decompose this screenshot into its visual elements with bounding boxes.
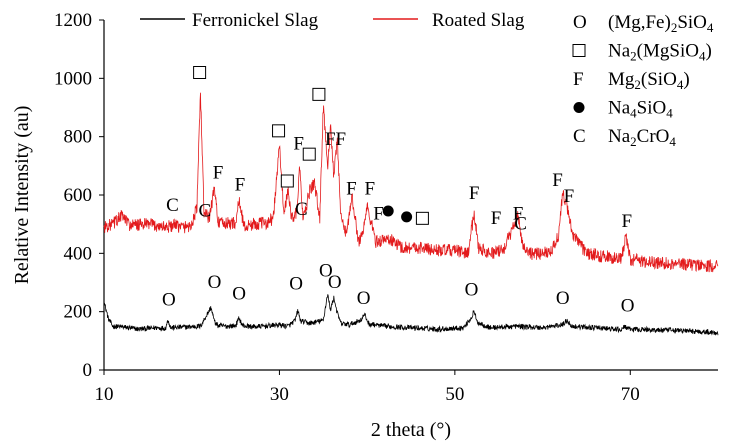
peak-label: C bbox=[295, 199, 308, 220]
x-axis-title: 2 theta (°) bbox=[371, 419, 451, 441]
peak-label: F bbox=[325, 129, 336, 150]
x-tick-label: 10 bbox=[95, 384, 114, 405]
phase-legend-formula: Na2(MgSiO4) bbox=[608, 41, 712, 64]
peak-label: F bbox=[364, 179, 375, 200]
phase-legend-symbol: F bbox=[573, 69, 584, 90]
phase-legend-square-icon bbox=[572, 44, 586, 57]
phase-legend-formula: Mg2(SiO4) bbox=[608, 69, 690, 92]
formula-text: ) bbox=[683, 69, 689, 90]
peak-label: F bbox=[346, 179, 357, 200]
peak-label: O bbox=[289, 274, 303, 295]
peak-label: F bbox=[564, 186, 575, 207]
peak-label: C bbox=[166, 195, 179, 216]
peak-label: C bbox=[514, 214, 527, 235]
y-axis-title: Relative Intensity (au) bbox=[11, 106, 33, 285]
series-line-ferronickel-slag bbox=[103, 294, 719, 336]
formula-text: Na bbox=[608, 41, 631, 62]
formula-subscript: 2 bbox=[671, 20, 678, 35]
formula-subscript: 4 bbox=[666, 106, 673, 121]
peak-label: F bbox=[621, 211, 632, 232]
x-tick-label: 70 bbox=[621, 384, 640, 405]
peak-label: F bbox=[373, 204, 384, 225]
peak-label: C bbox=[199, 201, 212, 222]
y-tick-label: 1000 bbox=[54, 68, 92, 89]
peak-label: O bbox=[319, 260, 333, 281]
phase-legend-symbol: C bbox=[573, 126, 586, 147]
y-tick-label: 200 bbox=[64, 302, 93, 323]
phase-legend-symbol: O bbox=[573, 12, 587, 33]
peak-label: O bbox=[328, 272, 342, 293]
peak-label: F bbox=[491, 208, 502, 229]
formula-text: Mg bbox=[608, 69, 635, 90]
peak-label: F bbox=[469, 183, 480, 204]
legend-label: Roated Slag bbox=[432, 10, 525, 31]
formula-subscript: 4 bbox=[707, 20, 714, 35]
x-axis: 10 30 50 70 bbox=[95, 369, 718, 405]
peak-label: O bbox=[162, 290, 176, 311]
peak-label: F bbox=[213, 163, 224, 184]
peak-label: F bbox=[336, 129, 347, 150]
peak-label: O bbox=[232, 284, 246, 305]
peak-label: F bbox=[513, 204, 524, 225]
formula-text: (Mg,Fe) bbox=[608, 12, 671, 33]
x-tick-label: 30 bbox=[270, 384, 289, 405]
phase-legend-formula: Na4SiO4 bbox=[608, 98, 673, 121]
formula-subscript: 2 bbox=[630, 134, 637, 149]
formula-subscript: 4 bbox=[669, 134, 676, 149]
formula-subscript: 2 bbox=[634, 77, 641, 92]
peak-marker-circle bbox=[401, 211, 413, 223]
formula-text: Na bbox=[608, 98, 631, 119]
peak-label: F bbox=[235, 174, 246, 195]
peak-marker-square bbox=[193, 66, 207, 79]
peak-marker-square bbox=[302, 147, 316, 161]
peak-label: O bbox=[357, 288, 371, 309]
peak-marker-square bbox=[312, 87, 326, 101]
peak-marker-square bbox=[280, 174, 294, 188]
peak-markers bbox=[193, 66, 429, 225]
peak-label: F bbox=[293, 134, 304, 155]
formula-text: CrO bbox=[637, 126, 670, 147]
peak-marker-square bbox=[272, 124, 286, 138]
formula-subscript: 4 bbox=[630, 106, 637, 121]
peak-marker-circle bbox=[382, 205, 394, 217]
formula-text: ) bbox=[705, 41, 711, 62]
peak-label: F bbox=[552, 170, 563, 191]
phase-legend-formula: Na2CrO4 bbox=[608, 126, 676, 149]
formula-text: (SiO bbox=[641, 69, 677, 90]
formula-text: SiO bbox=[637, 98, 667, 119]
y-tick-label: 600 bbox=[64, 185, 93, 206]
peak-label: O bbox=[556, 288, 570, 309]
y-tick-label: 0 bbox=[83, 360, 93, 381]
series-legend: Ferronickel Slag Roated Slag bbox=[140, 10, 525, 31]
formula-subscript: 4 bbox=[677, 77, 684, 92]
peak-label: O bbox=[208, 272, 222, 293]
phase-legend-formula: (Mg,Fe)2SiO4 bbox=[608, 12, 714, 35]
y-tick-label: 800 bbox=[64, 127, 93, 148]
series-line-roated-slag bbox=[103, 92, 719, 273]
y-axis: 0 200 400 600 800 1000 1200 bbox=[54, 10, 105, 381]
phase-legend-circle-icon bbox=[573, 102, 585, 113]
formula-text: (MgSiO bbox=[637, 41, 699, 62]
peak-label: O bbox=[621, 295, 635, 316]
y-tick-label: 1200 bbox=[54, 10, 92, 31]
peak-label: O bbox=[465, 279, 479, 300]
y-tick-label: 400 bbox=[64, 243, 93, 264]
peak-marker-square bbox=[415, 211, 429, 225]
formula-text: Na bbox=[608, 126, 631, 147]
legend-label: Ferronickel Slag bbox=[192, 10, 319, 31]
x-tick-label: 50 bbox=[445, 384, 464, 405]
formula-text: SiO bbox=[677, 12, 707, 33]
formula-subscript: 2 bbox=[630, 49, 637, 64]
formula-subscript: 4 bbox=[699, 49, 706, 64]
series-layer bbox=[103, 92, 719, 336]
